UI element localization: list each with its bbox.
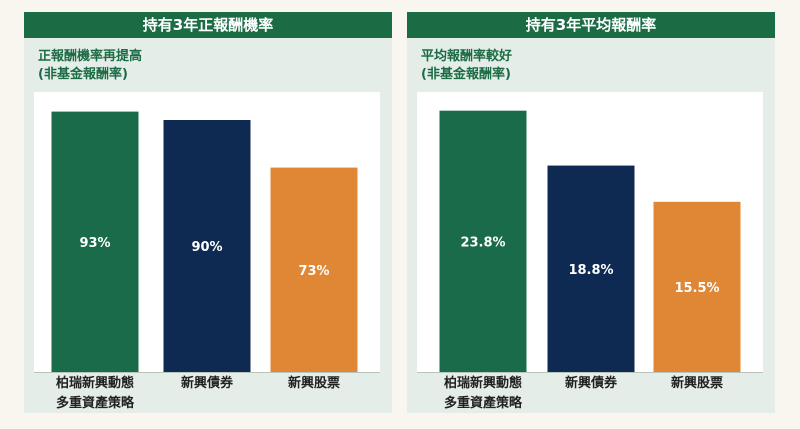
x-axis-baseline xyxy=(417,372,763,373)
category-label: 新興股票 xyxy=(647,372,747,394)
bar xyxy=(439,110,527,373)
category-label: 新興股票 xyxy=(264,372,364,394)
category-label-line: 多重資產策略 xyxy=(443,396,522,411)
category-label: 新興債券 xyxy=(541,372,641,394)
subtitle-line-2: (非基金報酬率) xyxy=(421,67,511,82)
category-label-line: 新興債券 xyxy=(180,376,233,391)
subtitle-line-1: 平均報酬率較好 xyxy=(421,49,513,64)
category-label-line: 柏瑞新興動態 xyxy=(55,376,134,391)
bar xyxy=(547,165,635,372)
bar-value-label: 93% xyxy=(79,236,110,251)
category-label: 新興債券 xyxy=(157,372,257,394)
category-label-line: 柏瑞新興動態 xyxy=(443,376,522,391)
chart-subtitle: 正報酬機率再提高 (非基金報酬率) xyxy=(38,48,142,84)
chart-panel-probability: 持有3年正報酬機率 正報酬機率再提高 (非基金報酬率) 93% 90% 73% 柏瑞… xyxy=(24,12,392,413)
bar-value-label: 18.8% xyxy=(568,263,613,278)
bar xyxy=(51,111,139,372)
bar-value-label: 15.5% xyxy=(674,281,719,296)
subtitle-line-2: (非基金報酬率) xyxy=(38,67,128,82)
bar-value-label: 90% xyxy=(191,240,222,255)
category-label-line: 新興股票 xyxy=(670,376,723,391)
subtitle-line-1: 正報酬機率再提高 xyxy=(38,49,143,64)
bar xyxy=(653,201,741,372)
category-label: 柏瑞新興動態 多重資產策略 xyxy=(45,372,145,414)
bar-value-label: 73% xyxy=(298,264,329,279)
category-label-line: 新興債券 xyxy=(564,376,617,391)
bar xyxy=(163,120,251,372)
bar-value-label: 23.8% xyxy=(460,235,505,250)
chart-title: 持有3年正報酬機率 xyxy=(24,12,392,38)
chart-panel-average-return: 持有3年平均報酬率 平均報酬率較好 (非基金報酬率) 23.8% 18.8% 15.… xyxy=(407,12,775,413)
chart-subtitle: 平均報酬率較好 (非基金報酬率) xyxy=(421,48,512,84)
category-label-line: 多重資產策略 xyxy=(55,396,134,411)
category-label: 柏瑞新興動態 多重資產策略 xyxy=(433,372,533,414)
chart-title: 持有3年平均報酬率 xyxy=(407,12,775,38)
category-label-line: 新興股票 xyxy=(287,376,340,391)
x-axis-baseline xyxy=(34,372,380,373)
bar-chart-svg: 23.8% 18.8% 15.5% xyxy=(439,110,741,373)
bar xyxy=(270,167,358,372)
bar-chart-svg: 93% 90% 73% xyxy=(51,111,358,372)
